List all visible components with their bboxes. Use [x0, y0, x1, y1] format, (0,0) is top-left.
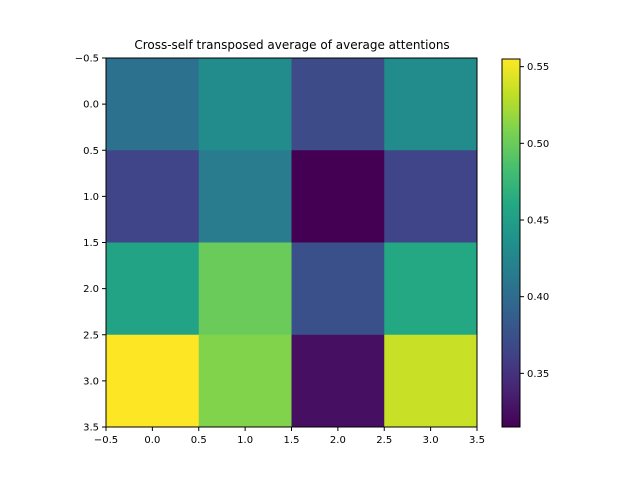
heatmap-cell-r2-c0: [106, 242, 200, 336]
colorbar-tick-label: 0.55: [527, 62, 549, 73]
y-tick-label: 0.5: [83, 146, 99, 157]
heatmap-cells: [106, 58, 478, 428]
heatmap-cell-r0-c2: [291, 58, 385, 151]
x-tick-label: 2.5: [376, 435, 392, 446]
x-tick-label: −0.5: [94, 435, 118, 446]
heatmap-cell-r1-c1: [198, 150, 292, 243]
colorbar-tick-label: 0.50: [527, 139, 549, 150]
heatmap-cell-r0-c1: [198, 58, 292, 151]
heatmap-cell-r2-c2: [291, 242, 385, 336]
colorbar: 0.35 0.40 0.45 0.50 0.55: [501, 58, 549, 428]
x-axis: −0.5 0.0 0.5 1.0 1.5 2.0 2.5 3.0 3.5: [94, 427, 485, 446]
x-tick-label: 2.0: [330, 435, 346, 446]
x-tick-label: 1.0: [237, 435, 253, 446]
y-axis: −0.5 0.0 0.5 1.0 1.5 2.0 2.5 3.0 3.5: [75, 54, 106, 434]
heatmap-cell-r0-c0: [106, 58, 200, 151]
y-tick-label: 0.0: [83, 100, 99, 111]
colorbar-frame: [501, 58, 521, 428]
y-tick-label: 1.5: [83, 238, 99, 249]
heatmap-cell-r3-c3: [384, 334, 478, 428]
y-tick-label: −0.5: [75, 54, 99, 65]
y-tick-label: 1.0: [83, 192, 99, 203]
heatmap-cell-r3-c0: [106, 334, 200, 428]
y-tick-label: 3.0: [83, 376, 99, 387]
x-tick-label: 0.5: [191, 435, 207, 446]
heatmap-cell-r1-c3: [384, 150, 478, 243]
x-tick-label: 0.0: [144, 435, 160, 446]
colorbar-tick-label: 0.35: [527, 369, 549, 380]
colorbar-tick-label: 0.40: [527, 292, 549, 303]
heatmap-cell-r2-c1: [198, 242, 292, 336]
x-tick-label: 3.0: [423, 435, 439, 446]
heatmap-cell-r2-c3: [384, 242, 478, 336]
y-tick-label: 2.5: [83, 330, 99, 341]
colorbar-gradient: [502, 59, 520, 427]
y-tick-label: 3.5: [83, 423, 99, 434]
heatmap-cell-r3-c1: [198, 334, 292, 428]
colorbar-tick-label: 0.45: [527, 216, 549, 227]
heatmap-cell-r1-c2: [291, 150, 385, 243]
chart-title: Cross-self transposed average of average…: [134, 38, 449, 52]
heatmap-cell-r1-c0: [106, 150, 200, 243]
x-tick-label: 1.5: [284, 435, 300, 446]
y-tick-label: 2.0: [83, 284, 99, 295]
x-tick-label: 3.5: [469, 435, 485, 446]
heatmap-cell-r0-c3: [384, 58, 478, 151]
heatmap-cell-r3-c2: [291, 334, 385, 428]
